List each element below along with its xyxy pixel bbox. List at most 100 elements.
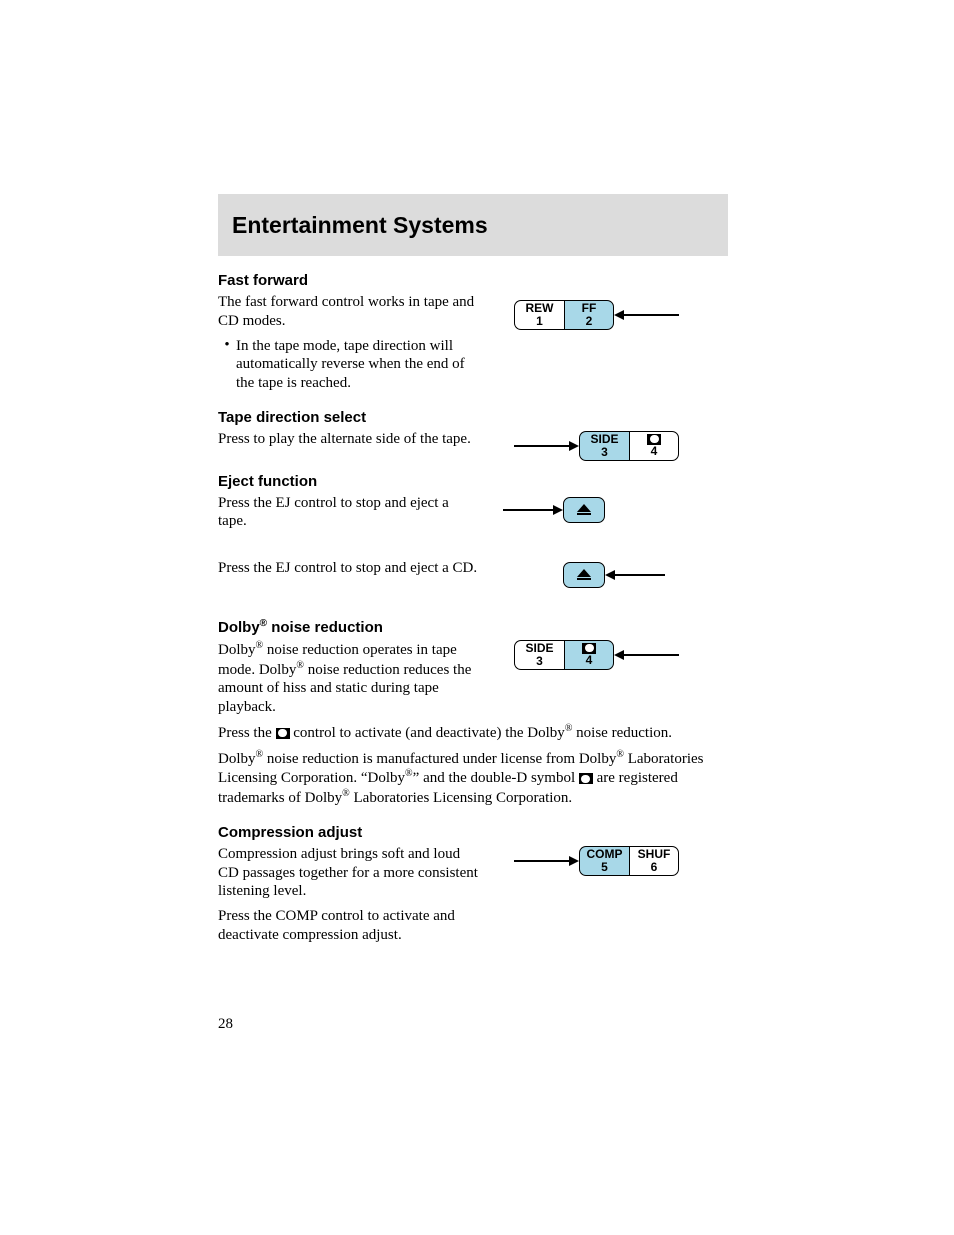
bullet-ff-text: In the tape mode, tape direction will au…: [236, 337, 478, 393]
arrow-line: [514, 445, 569, 447]
arrow-ff: [614, 310, 679, 320]
arrow-head-icon: [614, 310, 624, 320]
registered-mark: ®: [296, 660, 304, 671]
arrow-comp: [514, 856, 579, 866]
button-shuf-6: SHUF 6: [629, 846, 679, 876]
section-eject: Eject function Press the EJ control to s…: [218, 473, 728, 578]
registered-mark: ®: [616, 749, 624, 760]
label-side-top: SIDE: [525, 642, 553, 655]
arrow-head-icon: [605, 570, 615, 580]
bullet-ff: • In the tape mode, tape direction will …: [218, 337, 478, 393]
t: control to activate (and deactivate) the…: [290, 725, 565, 741]
arrow-head-icon: [614, 650, 624, 660]
section-fast-forward: Fast forward The fast forward control wo…: [218, 272, 728, 393]
text-tape-direction: Press to play the alternate side of the …: [218, 430, 478, 449]
arrow-line: [624, 314, 679, 316]
button-ff: FF 2: [564, 300, 614, 330]
button-eject-cd: [563, 562, 605, 588]
heading-eject: Eject function: [218, 473, 728, 490]
arrow-line: [514, 860, 569, 862]
button-pair-rew-ff: REW 1 FF 2: [514, 300, 614, 330]
t: Dolby: [218, 642, 256, 658]
registered-mark: ®: [256, 749, 264, 760]
arrow-dolby: [614, 650, 679, 660]
text-dolby-1: Dolby® noise reduction operates in tape …: [218, 640, 478, 717]
t: Dolby: [218, 751, 256, 767]
button-dolby-4b: 4: [564, 640, 614, 670]
page-number: 28: [218, 1016, 233, 1033]
label-side-bottom: 3: [536, 655, 543, 668]
arrow-head-icon: [553, 505, 563, 515]
button-dolby-4: 4: [629, 431, 679, 461]
diagram-fast-forward: REW 1 FF 2: [514, 300, 679, 330]
button-side-3: SIDE 3: [579, 431, 629, 461]
arrow-head-icon: [569, 441, 579, 451]
section-compression: Compression adjust Compression adjust br…: [218, 824, 728, 945]
t: Laboratories Licensing Corporation.: [350, 790, 572, 806]
heading-tape-direction: Tape direction select: [218, 409, 728, 426]
eject-bar-icon: [577, 578, 591, 580]
arrow-eject-1: [503, 505, 563, 515]
text-comp-2: Press the COMP control to activate and d…: [218, 907, 478, 945]
t: noise reduction is manufactured under li…: [263, 751, 616, 767]
text-dolby-3: Dolby® noise reduction is manufactured u…: [218, 749, 728, 808]
button-comp-5: COMP 5: [579, 846, 629, 876]
diagram-dolby: SIDE 3 4: [514, 640, 679, 670]
label-4: 4: [651, 445, 658, 458]
text-ff-intro: The fast forward control works in tape a…: [218, 293, 478, 331]
registered-mark: ®: [342, 788, 350, 799]
arrow-line: [503, 509, 553, 511]
section-tape-direction: Tape direction select Press to play the …: [218, 409, 728, 449]
arrow-line: [624, 654, 679, 656]
button-pair-comp: COMP 5 SHUF 6: [579, 846, 679, 876]
label-4b: 4: [586, 654, 593, 667]
button-side-3-dolby: SIDE 3: [514, 640, 564, 670]
button-rew: REW 1: [514, 300, 564, 330]
text-eject-tape: Press the EJ control to stop and eject a…: [218, 494, 478, 532]
diagram-tape-direction: SIDE 3 4: [514, 431, 679, 461]
text-dolby-2: Press the control to activate (and deact…: [218, 723, 728, 743]
label-side-top: SIDE: [590, 433, 618, 446]
heading-fast-forward: Fast forward: [218, 272, 728, 289]
eject-icon: [577, 569, 591, 577]
label-comp-bottom: 5: [601, 861, 608, 874]
t: ” and the double-D symbol: [413, 770, 579, 786]
arrow-eject-2: [605, 570, 665, 580]
heading-dolby: Dolby® noise reduction: [218, 618, 728, 636]
eject-bar-icon: [577, 513, 591, 515]
label-rew-bottom: 1: [536, 315, 543, 328]
label-side-bottom: 3: [601, 446, 608, 459]
eject-icon: [577, 504, 591, 512]
registered-mark: ®: [260, 618, 267, 629]
diagram-compression: COMP 5 SHUF 6: [514, 846, 679, 876]
text-eject-cd: Press the EJ control to stop and eject a…: [218, 559, 478, 578]
registered-mark: ®: [256, 640, 264, 651]
content-area: Fast forward The fast forward control wo…: [218, 272, 728, 961]
dolby-icon: [647, 434, 661, 445]
header-band: Entertainment Systems: [218, 194, 728, 256]
label-ff-bottom: 2: [586, 315, 593, 328]
text-comp-1: Compression adjust brings soft and loud …: [218, 845, 478, 901]
registered-mark: ®: [405, 768, 413, 779]
t: Press the: [218, 725, 276, 741]
diagram-eject-2: [563, 562, 665, 588]
section-dolby: Dolby® noise reduction Dolby® noise redu…: [218, 618, 728, 808]
dolby-icon: [579, 773, 593, 784]
label-comp-top: COMP: [587, 848, 623, 861]
heading-compression: Compression adjust: [218, 824, 728, 841]
diagram-eject-1: [503, 497, 605, 523]
button-eject: [563, 497, 605, 523]
label-shuf-bottom: 6: [651, 861, 658, 874]
t: noise reduction.: [572, 725, 672, 741]
button-pair-dolby: SIDE 3 4: [514, 640, 614, 670]
label-shuf-top: SHUF: [638, 848, 671, 861]
button-pair-side: SIDE 3 4: [579, 431, 679, 461]
arrow-head-icon: [569, 856, 579, 866]
heading-dolby-post: noise reduction: [267, 619, 383, 636]
dolby-icon: [582, 643, 596, 654]
page-title: Entertainment Systems: [232, 212, 488, 239]
heading-dolby-pre: Dolby: [218, 619, 260, 636]
dolby-icon: [276, 728, 290, 739]
arrow-line: [615, 574, 665, 576]
arrow-side: [514, 441, 579, 451]
